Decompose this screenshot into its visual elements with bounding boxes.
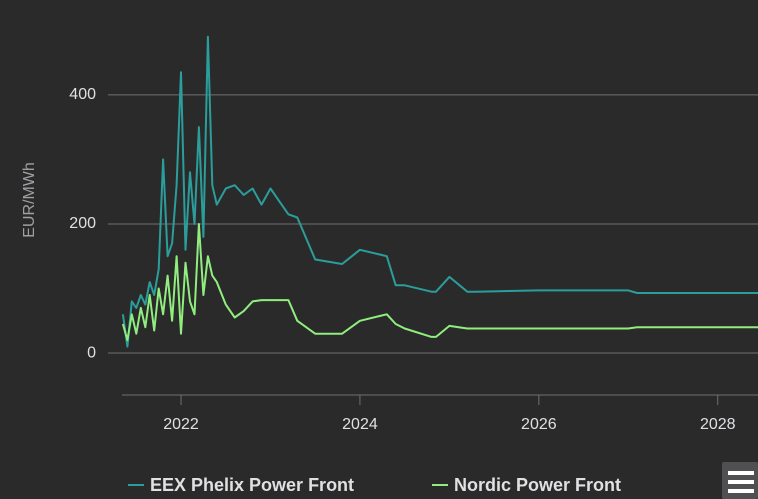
menu-bar <box>728 480 754 484</box>
legend-label: EEX Phelix Power Front <box>150 475 354 495</box>
y-tick-label: 0 <box>87 344 96 361</box>
series-line <box>121 35 758 348</box>
x-tick-label: 2022 <box>163 416 199 433</box>
menu-bar <box>728 489 754 493</box>
y-tick-label: 200 <box>69 215 96 232</box>
series-line <box>121 223 758 342</box>
y-axis-label: EUR/MWh <box>21 162 38 238</box>
menu-bar <box>728 471 754 475</box>
x-tick-label: 2028 <box>700 416 736 433</box>
x-tick-label: 2026 <box>521 416 557 433</box>
menu-button[interactable] <box>722 462 758 499</box>
legend-label: Nordic Power Front <box>454 475 621 495</box>
y-tick-label: 400 <box>69 86 96 103</box>
x-tick-label: 2024 <box>342 416 378 433</box>
